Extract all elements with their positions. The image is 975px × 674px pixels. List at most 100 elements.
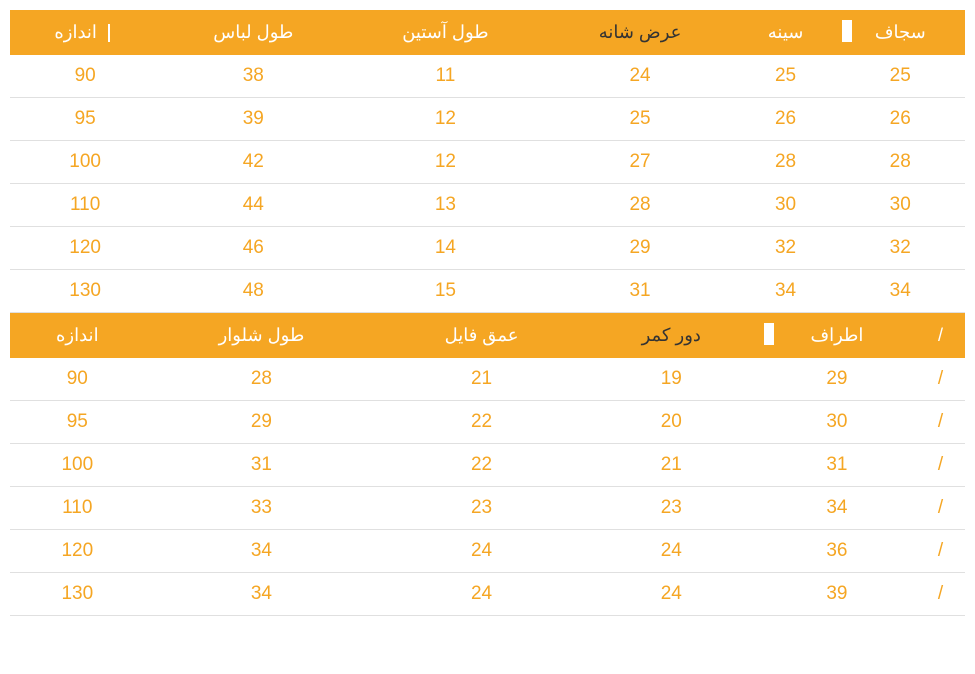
table-cell: 120 xyxy=(10,227,160,270)
table-cell: 24 xyxy=(585,530,758,573)
table2-header-row: اندازه طول شلوار عمق فایل دور کمر اطراف … xyxy=(10,313,965,358)
table-row: 13034242439/ xyxy=(10,573,965,616)
size-table-top: اندازه طول لباس طول آستین عرض شانه سینه … xyxy=(10,10,965,313)
table-row: 1204614293232 xyxy=(10,227,965,270)
table-cell: 42 xyxy=(160,141,346,184)
table-row: 1104413283030 xyxy=(10,184,965,227)
size-table-bottom: اندازه طول شلوار عمق فایل دور کمر اطراف … xyxy=(10,313,965,616)
table-cell: 30 xyxy=(758,401,916,444)
table-cell: 21 xyxy=(585,444,758,487)
header-label: طول شلوار xyxy=(219,325,305,345)
table1-header-row: اندازه طول لباس طول آستین عرض شانه سینه … xyxy=(10,10,965,55)
table-row: 9529222030/ xyxy=(10,401,965,444)
divider-icon xyxy=(108,24,110,42)
table-cell: 46 xyxy=(160,227,346,270)
table-cell: 12 xyxy=(346,141,544,184)
table-cell: 95 xyxy=(10,98,160,141)
header-label: اطراف xyxy=(810,325,863,345)
table-cell: 36 xyxy=(758,530,916,573)
table-cell: 32 xyxy=(836,227,966,270)
col-slash: / xyxy=(916,313,965,358)
col-sleeve: طول آستین xyxy=(346,10,544,55)
table-cell: 19 xyxy=(585,358,758,401)
table-row: 12034242436/ xyxy=(10,530,965,573)
table-cell: 28 xyxy=(545,184,736,227)
table2-body: 9028211929/9529222030/10031222131/110332… xyxy=(10,358,965,616)
table-cell: 27 xyxy=(545,141,736,184)
table-cell: 31 xyxy=(545,270,736,313)
table-cell: / xyxy=(916,530,965,573)
header-label: عمق فایل xyxy=(445,325,519,345)
table-cell: 48 xyxy=(160,270,346,313)
table-cell: 34 xyxy=(736,270,836,313)
table-cell: 26 xyxy=(736,98,836,141)
table-row: 10031222131/ xyxy=(10,444,965,487)
table-cell: 34 xyxy=(836,270,966,313)
table-cell: 21 xyxy=(378,358,584,401)
table-cell: / xyxy=(916,487,965,530)
header-label: طول لباس xyxy=(213,22,293,42)
table-cell: 22 xyxy=(378,444,584,487)
table-cell: 130 xyxy=(10,270,160,313)
header-label: عرض شانه xyxy=(599,22,682,42)
table-cell: 12 xyxy=(346,98,544,141)
table-cell: 24 xyxy=(585,573,758,616)
table-cell: / xyxy=(916,358,965,401)
col-shoulder: عرض شانه xyxy=(545,10,736,55)
col-size: اندازه xyxy=(10,10,160,55)
table-cell: 29 xyxy=(758,358,916,401)
col-waist: دور کمر xyxy=(585,313,758,358)
table-cell: 34 xyxy=(145,573,379,616)
table-cell: 38 xyxy=(160,55,346,98)
table-cell: 90 xyxy=(10,55,160,98)
table-cell: 120 xyxy=(10,530,145,573)
table-cell: 34 xyxy=(758,487,916,530)
table-cell: 24 xyxy=(378,573,584,616)
table-cell: 23 xyxy=(585,487,758,530)
col-hem: سجاف xyxy=(836,10,966,55)
col-rise: عمق فایل xyxy=(378,313,584,358)
table-cell: 25 xyxy=(836,55,966,98)
table-cell: 22 xyxy=(378,401,584,444)
header-label: اندازه xyxy=(56,325,99,345)
table-cell: 28 xyxy=(145,358,379,401)
table-cell: 34 xyxy=(145,530,379,573)
table-cell: 110 xyxy=(10,487,145,530)
table-cell: 130 xyxy=(10,573,145,616)
table1-body: 9038112425259539122526261004212272828110… xyxy=(10,55,965,313)
table-cell: 29 xyxy=(545,227,736,270)
table-row: 1004212272828 xyxy=(10,141,965,184)
table-cell: / xyxy=(916,573,965,616)
table-cell: 15 xyxy=(346,270,544,313)
table-cell: 24 xyxy=(378,530,584,573)
table-cell: 24 xyxy=(545,55,736,98)
table-cell: 25 xyxy=(545,98,736,141)
table-cell: 23 xyxy=(378,487,584,530)
table-cell: 95 xyxy=(10,401,145,444)
table-cell: 100 xyxy=(10,141,160,184)
table-row: 953912252626 xyxy=(10,98,965,141)
col-length: طول لباس xyxy=(160,10,346,55)
table-cell: 44 xyxy=(160,184,346,227)
header-label: / xyxy=(938,325,943,345)
table-cell: 14 xyxy=(346,227,544,270)
table-cell: 28 xyxy=(736,141,836,184)
header-label: طول آستین xyxy=(402,22,488,42)
col-size2: اندازه xyxy=(10,313,145,358)
table-cell: 32 xyxy=(736,227,836,270)
table-row: 903811242525 xyxy=(10,55,965,98)
table-cell: 100 xyxy=(10,444,145,487)
table-cell: 90 xyxy=(10,358,145,401)
table-cell: 39 xyxy=(758,573,916,616)
table-cell: 13 xyxy=(346,184,544,227)
header-label: سجاف xyxy=(875,22,926,42)
table-cell: 30 xyxy=(836,184,966,227)
table-cell: 31 xyxy=(145,444,379,487)
col-pants-length: طول شلوار xyxy=(145,313,379,358)
header-label: سینه xyxy=(768,22,804,42)
table-cell: 28 xyxy=(836,141,966,184)
table-cell: 25 xyxy=(736,55,836,98)
header-label: دور کمر xyxy=(642,325,701,345)
table-cell: / xyxy=(916,401,965,444)
table-cell: 29 xyxy=(145,401,379,444)
